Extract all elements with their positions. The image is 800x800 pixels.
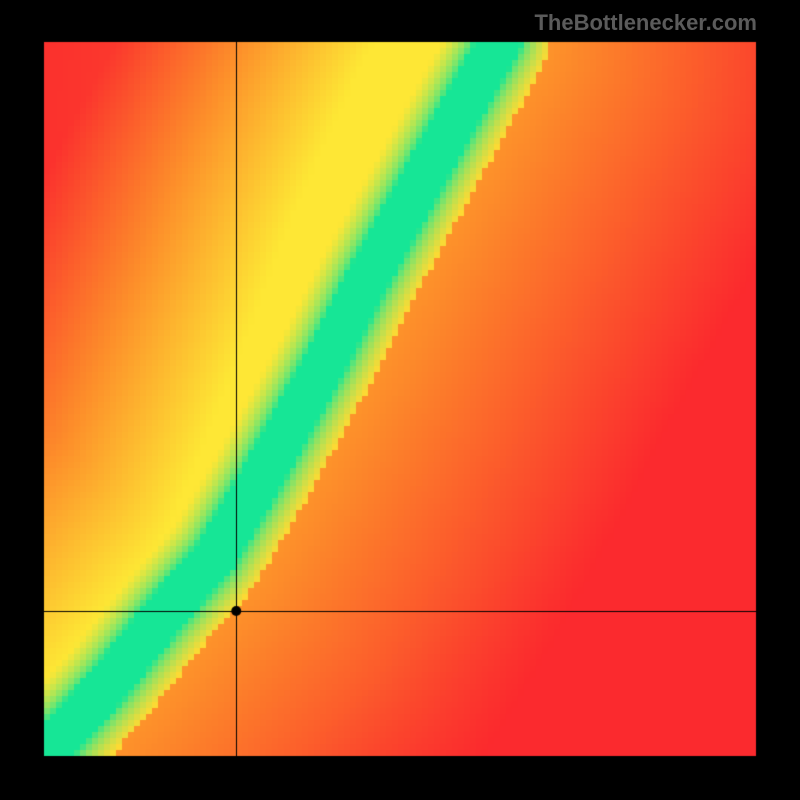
heatmap-plot [0,0,800,800]
watermark-label: TheBottlenecker.com [534,10,757,36]
